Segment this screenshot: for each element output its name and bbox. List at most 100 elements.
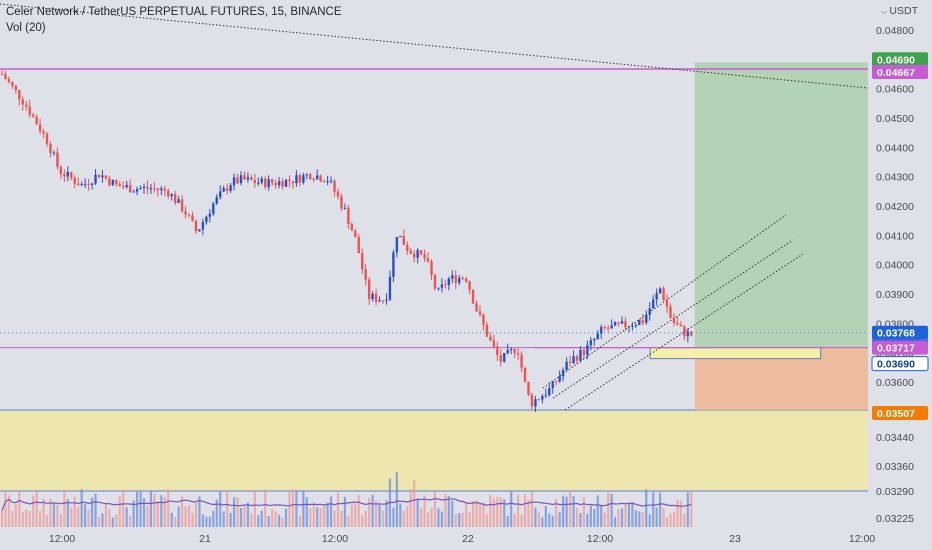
candle-body (170, 194, 173, 197)
volume-bar (371, 494, 374, 527)
channel-line-1[interactable] (542, 214, 787, 389)
entry-box[interactable] (649, 347, 822, 360)
stop-price-badge-bg (872, 406, 928, 420)
candle-body (655, 293, 658, 300)
candle-body (180, 199, 184, 212)
candle-body (381, 300, 385, 302)
candle-body (534, 399, 537, 407)
candle-body (21, 99, 24, 105)
candle-body (153, 188, 156, 190)
volume-bar (309, 508, 312, 527)
candle-body (288, 179, 291, 182)
volume-bar (77, 507, 80, 527)
volume-bar (201, 514, 204, 527)
volume-bar (406, 506, 409, 527)
volume-bar (343, 496, 347, 527)
volume-bar (163, 496, 166, 527)
candle-body (49, 143, 52, 154)
volume-bar (634, 510, 637, 527)
volume-bar (118, 495, 121, 527)
volume-bar (541, 517, 544, 527)
volume-bar (174, 516, 177, 527)
volume-bar (274, 511, 277, 527)
candle-body (537, 399, 541, 401)
candle-body (253, 179, 257, 183)
candle-body (364, 269, 367, 280)
candle-body (7, 79, 11, 82)
volume-bar (679, 500, 682, 527)
candle-body (416, 250, 419, 258)
candle-body (115, 179, 118, 185)
volume-bar (364, 510, 367, 527)
volume-bar (447, 496, 450, 527)
volume-bar (548, 513, 551, 527)
candle-body (94, 174, 97, 184)
candle-body (399, 235, 402, 238)
volume-bar (659, 492, 662, 527)
volume-bar (288, 492, 291, 527)
candle-body (167, 190, 170, 197)
volume-bar (555, 499, 558, 527)
candle-body (506, 350, 509, 353)
volume-bar (281, 517, 284, 527)
volume-indicator-label[interactable]: Vol (20) (6, 22, 46, 34)
candle-body (645, 314, 648, 323)
candle-body (63, 174, 66, 177)
candle-body (267, 179, 270, 188)
volume-bar (90, 497, 94, 527)
price-tick-label: 0.04800 (876, 25, 914, 37)
volume-bar (686, 492, 689, 527)
candle-body (201, 222, 205, 230)
volume-bar (316, 507, 319, 527)
volume-bar (319, 508, 322, 527)
symbol-title: Celer Network / TetherUS PERPETUAL FUTUR… (6, 6, 342, 18)
candle-body (312, 179, 315, 181)
volume-bar (129, 515, 132, 527)
candle-body (440, 284, 444, 288)
candle-body (194, 220, 198, 232)
volume-bar (122, 490, 125, 527)
entry-price-badge-bg (872, 340, 928, 355)
volume-bar (205, 516, 208, 527)
volume-bar (607, 490, 610, 527)
volume-bar (603, 512, 606, 527)
candle-body (35, 116, 38, 125)
price-tick-label: 0.04100 (876, 230, 914, 242)
volume-bar (4, 492, 7, 527)
currency-unit-selector[interactable]: ⌵ USDT (881, 5, 918, 17)
volume-bar (329, 496, 333, 527)
volume-bar (513, 513, 516, 527)
candle-body (135, 189, 139, 192)
volume-bar (461, 512, 464, 527)
candle-body (340, 196, 343, 209)
volume-bar (340, 511, 343, 527)
volume-bar (575, 507, 579, 527)
candle-body (205, 216, 208, 223)
candle-body (548, 388, 551, 396)
candle-body (284, 179, 288, 187)
candle-body (541, 395, 544, 400)
volume-bar (18, 489, 21, 527)
candle-body (638, 320, 641, 326)
volume-bar (70, 507, 73, 527)
candle-body (222, 188, 225, 192)
volume-bar (631, 502, 634, 527)
volume-bar (568, 489, 572, 527)
candle-body (374, 293, 378, 302)
candle-body (322, 181, 326, 183)
volume-bar (271, 508, 274, 527)
volume-bar (627, 503, 631, 527)
volume-bar (496, 496, 499, 527)
candle-body (264, 178, 267, 188)
volume-bar (84, 504, 87, 527)
long-position-target-zone[interactable] (694, 62, 868, 348)
candle-body (4, 74, 7, 80)
candle-body (125, 184, 128, 188)
candle-body (343, 207, 347, 209)
candle-body (108, 178, 111, 186)
volume-bar (662, 508, 665, 527)
candle-body (118, 184, 121, 187)
candle-body (527, 381, 530, 395)
volume-bar (291, 489, 295, 527)
